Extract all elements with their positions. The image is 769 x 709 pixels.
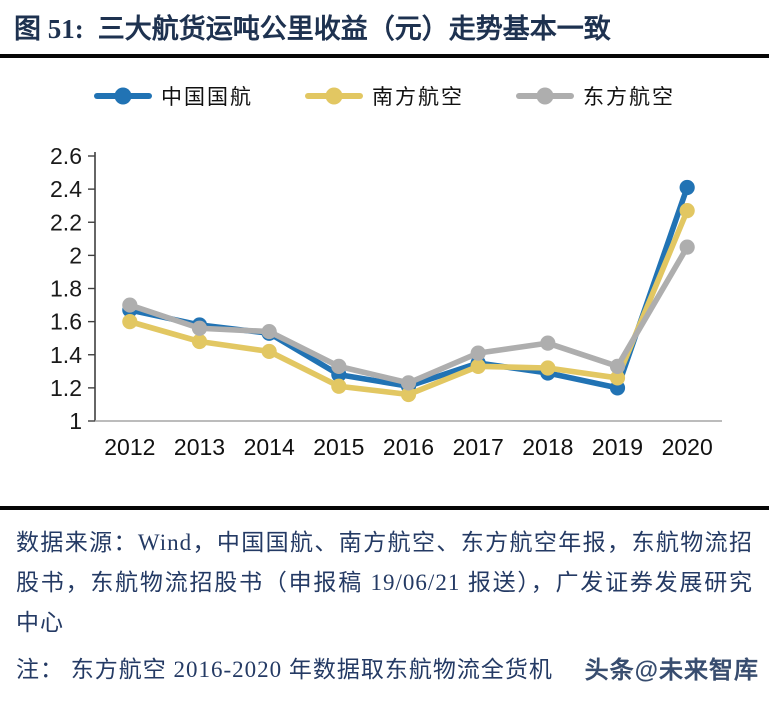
svg-text:2018: 2018	[522, 434, 573, 460]
dot-marker-icon	[325, 87, 343, 105]
figure-title-text: 三大航货运吨公里收益（元）走势基本一致	[97, 14, 611, 44]
line-marker-icon	[94, 87, 152, 105]
svg-text:2016: 2016	[383, 434, 434, 460]
svg-text:2019: 2019	[592, 434, 643, 460]
svg-text:2012: 2012	[104, 434, 155, 460]
svg-text:2.6: 2.6	[50, 143, 82, 169]
svg-text:2013: 2013	[174, 434, 225, 460]
svg-text:1.8: 1.8	[50, 276, 82, 302]
legend-label: 中国国航	[161, 85, 253, 109]
svg-text:2015: 2015	[313, 434, 364, 460]
legend-item-air-china: 中国国航	[94, 81, 253, 111]
bottom-divider	[0, 506, 769, 510]
top-divider	[0, 54, 769, 58]
line-chart-canvas: 1 1.2 1.4 1.6 1.8 2 2.2 2.4 2.6 2012 2013 2014 2015 2…	[50, 143, 722, 460]
svg-text:2.2: 2.2	[50, 209, 82, 235]
legend-label: 南方航空	[372, 85, 464, 109]
line-chart: 1 1.2 1.4 1.6 1.8 2 2.2 2.4 2.6 2012 2013 2014 2015 2…	[0, 121, 769, 476]
line-marker-icon	[516, 87, 574, 105]
legend-item-china-eastern: 东方航空	[516, 81, 675, 111]
figure-number-label: 图 51:	[14, 14, 84, 44]
watermark: 头条@未来智库	[584, 657, 759, 684]
dot-marker-icon	[114, 87, 132, 105]
figure-title: 图 51: 三大航货运吨公里收益（元）走势基本一致	[0, 0, 769, 47]
svg-text:1.2: 1.2	[50, 375, 82, 401]
svg-text:2.4: 2.4	[50, 176, 82, 202]
data-source-text: 数据来源：Wind，中国国航、南方航空、东方航空年报，东航物流招股书，东航物流招…	[16, 530, 753, 635]
line-marker-icon	[305, 87, 363, 105]
svg-text:1: 1	[69, 408, 82, 434]
note-row: 注： 东方航空 2016-2020 年数据取东航物流全货机 头条@未来智库	[16, 651, 758, 689]
svg-text:2: 2	[69, 242, 82, 268]
legend-item-china-southern: 南方航空	[305, 81, 464, 111]
svg-text:2017: 2017	[453, 434, 504, 460]
svg-text:1.4: 1.4	[50, 342, 82, 368]
svg-text:2014: 2014	[244, 434, 295, 460]
dot-marker-icon	[536, 87, 554, 105]
svg-text:1.6: 1.6	[50, 309, 82, 335]
note-text: 注： 东方航空 2016-2020 年数据取东航物流全货机	[16, 657, 553, 682]
svg-text:2020: 2020	[662, 434, 713, 460]
legend-label: 东方航空	[583, 85, 675, 109]
chart-legend: 中国国航 南方航空 东方航空	[0, 83, 769, 109]
